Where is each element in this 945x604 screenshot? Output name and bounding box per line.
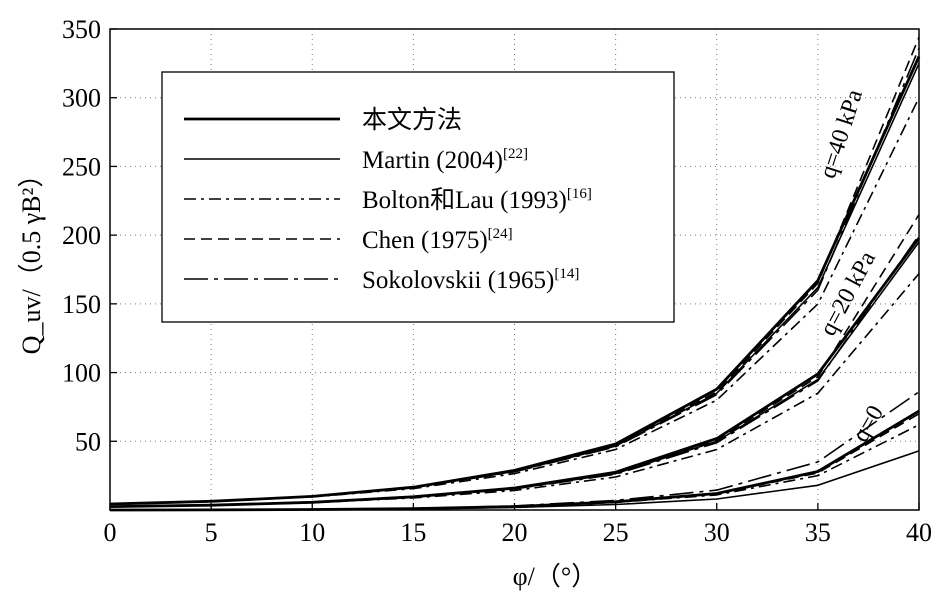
series-line xyxy=(109,36,920,505)
x-tick-label: 40 xyxy=(906,518,932,547)
legend-label: Chen (1975)[24] xyxy=(362,226,513,254)
legend-label: Sokolovskii (1965)[14] xyxy=(362,266,579,294)
annotation-layer: q=40 kPa q=20 kPa q=0 xyxy=(815,86,889,447)
series-line xyxy=(109,413,920,511)
x-tick-label: 15 xyxy=(400,518,426,547)
y-tick-label: 50 xyxy=(75,427,101,456)
x-tick-label: 25 xyxy=(603,518,629,547)
legend-label: Martin (2004)[22] xyxy=(362,146,528,174)
y-axis-title: Q_uv/（0.5 γB²） xyxy=(17,162,46,355)
legend: 本文方法 Martin (2004)[22] Bolton和Lau (1993)[1… xyxy=(161,71,675,323)
x-tick-label: 5 xyxy=(205,518,218,547)
y-tick-label: 100 xyxy=(62,359,101,388)
x-tick-label: 10 xyxy=(299,518,325,547)
x-tick-label: 0 xyxy=(104,518,117,547)
x-tick-label: 30 xyxy=(704,518,730,547)
series-line xyxy=(109,273,920,508)
y-tick-label: 150 xyxy=(62,290,101,319)
x-tick-label: 35 xyxy=(805,518,831,547)
ticks-layer: 0 5 10 15 20 25 30 35 40 50 100 150 200 250 300 350 xyxy=(62,15,932,547)
x-axis-title: φ/（°） xyxy=(513,562,598,591)
y-tick-label: 250 xyxy=(62,152,101,181)
y-tick-label: 300 xyxy=(62,84,101,113)
legend-label: 本文方法 xyxy=(362,106,462,134)
curve-annotation: q=20 kPa xyxy=(815,247,881,340)
y-tick-label: 200 xyxy=(62,221,101,250)
series-line xyxy=(109,97,920,505)
series-line xyxy=(109,409,920,512)
curve-annotation: q=0 xyxy=(848,401,889,447)
legend-box xyxy=(161,71,675,323)
curve-annotation: q=40 kPa xyxy=(815,86,868,181)
legend-label: Bolton和Lau (1993)[16] xyxy=(362,186,592,214)
y-tick-label: 350 xyxy=(62,15,101,44)
x-tick-label: 20 xyxy=(502,518,528,547)
